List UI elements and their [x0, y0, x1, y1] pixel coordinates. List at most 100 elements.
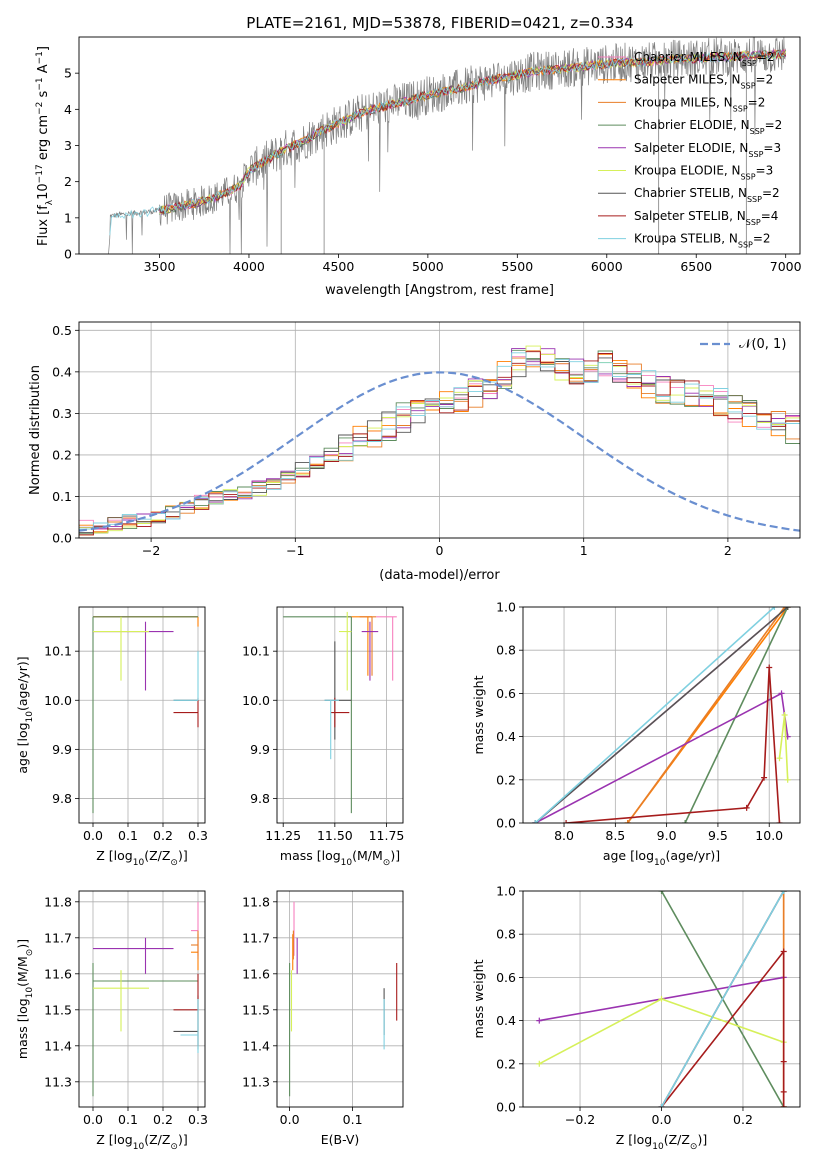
y-tick-label: 11.4 [242, 1038, 270, 1053]
y-tick-label: 0.6 [496, 970, 516, 985]
plot-area [536, 891, 787, 1107]
y-tick-label: 10.0 [44, 693, 72, 708]
massweight-vs-age-panel: 8.0 8.5 9.0 9.5 10.0 0.0 0.2 0.4 0.6 0.8 1.0 age [l… [471, 600, 801, 868]
weight-marker [780, 1058, 787, 1065]
y-tick-label: 10.1 [44, 644, 72, 659]
y-tick-label: 0.5 [52, 323, 72, 338]
y-axis-label: mass [log10(M/M⊙)] [15, 939, 35, 1059]
y-tick-label: 0.2 [496, 1056, 516, 1071]
x-axis-label: Z [log10(Z/Z⊙)] [96, 1132, 187, 1152]
weight-marker [658, 1104, 665, 1107]
legend-entry: 𝒩(0, 1) [739, 337, 786, 352]
ticks: 0.0 0.1 0.2 0.3 11.3 11.4 11.5 11.6 11.7 11.8 [44, 894, 208, 1127]
legend: 𝒩(0, 1) [700, 337, 786, 352]
axes-frame [276, 890, 404, 1108]
x-axis-label: Z [log10(Z/Z⊙)] [616, 1132, 707, 1152]
x-tick-label: 8.5 [605, 828, 625, 843]
y-tick-label: 0.1 [52, 489, 72, 504]
errorbar-point [173, 651, 199, 701]
errorbar-point [93, 616, 149, 681]
ticks: −0.2 0.0 0.2 0.0 0.2 0.4 0.6 0.8 1.0 [496, 884, 753, 1128]
x-tick-label: 0.0 [652, 1112, 672, 1127]
y-tick-label: 10.0 [242, 693, 270, 708]
weight-marker [761, 774, 768, 781]
weight-series [532, 690, 791, 823]
x-tick-label: 9.5 [708, 828, 728, 843]
y-axis-label: Normed distribution [28, 365, 43, 495]
x-tick-label: 0.2 [733, 1112, 753, 1127]
plot-area [108, 37, 787, 254]
weight-series [532, 607, 791, 823]
axes-frame [522, 890, 801, 1108]
plot-area [79, 345, 800, 538]
errorbar-point [93, 970, 149, 1032]
x-tick-label: 5500 [501, 259, 533, 274]
model-spectrum-line [159, 49, 787, 214]
ticks: 8.0 8.5 9.0 9.5 10.0 0.0 0.2 0.4 0.6 0.8 1.0 [496, 600, 783, 844]
plot-area [92, 616, 199, 814]
errorbar-point [92, 616, 198, 814]
y-tick-label: 0.8 [496, 927, 516, 942]
x-axis-label: mass [log10(M/M⊙)] [280, 848, 400, 868]
plot-area [289, 901, 398, 1097]
x-tick-label: 7000 [770, 259, 802, 274]
axes-frame [78, 321, 801, 539]
ticks: −2 −1 0 1 2 0.0 0.1 0.2 0.3 0.4 0.5 [52, 323, 732, 558]
y-tick-label: 9.8 [250, 791, 270, 806]
y-tick-label: 5 [64, 66, 72, 81]
massweight-vs-metallicity-panel: −0.2 0.0 0.2 0.0 0.2 0.4 0.6 0.8 1.0 Z [log10(Z/Z… [471, 884, 801, 1152]
errorbar-point [338, 611, 352, 691]
y-tick-label: 1.0 [496, 600, 516, 615]
weight-line [534, 607, 789, 823]
x-tick-label: 6000 [591, 259, 623, 274]
weight-series [624, 607, 788, 823]
y-tick-label: 0.0 [52, 531, 72, 546]
errorbar-point [324, 699, 339, 760]
x-tick-label: 0 [436, 543, 444, 558]
weight-series [658, 891, 787, 1107]
errorbar-point [330, 697, 350, 728]
x-tick-label: 0.1 [118, 828, 138, 843]
y-tick-label: 0.0 [496, 816, 516, 831]
residuals-panel: −2 −1 0 1 2 0.0 0.1 0.2 0.3 0.4 0.5 𝒩(0, 1) (data-mo… [28, 321, 801, 583]
x-axis-label: wavelength [Angstrom, rest frame] [325, 283, 554, 298]
errorbar-point [173, 697, 199, 728]
y-tick-label: 3 [64, 138, 72, 153]
errorbar-point [92, 963, 198, 1097]
weight-marker [536, 1017, 543, 1024]
weight-marker [780, 948, 787, 955]
x-tick-label: 4000 [233, 259, 265, 274]
grid [79, 891, 205, 1107]
axes-frame [78, 36, 801, 255]
y-tick-label: 0.0 [496, 1100, 516, 1115]
y-axis-label: mass weight [471, 959, 486, 1038]
y-tick-label: 4 [64, 102, 72, 117]
axes-frame [276, 606, 404, 824]
mass-vs-ebv-panel: 0.0 0.1 11.3 11.4 11.5 11.6 11.7 11.8 E(B-V) [242, 890, 404, 1147]
y-tick-label: 0.6 [496, 686, 516, 701]
y-axis-label: age [log10(age/yr)] [15, 656, 35, 773]
weight-series [682, 607, 791, 823]
grid [79, 607, 205, 823]
weight-marker [780, 1104, 787, 1107]
age-vs-metallicity-panel: 0.0 0.1 0.2 0.3 9.8 9.9 10.0 10.1 Z [log10(Z/Z⊙)… [15, 606, 208, 868]
ticks: 11.25 11.50 11.75 9.8 9.9 10.0 10.1 [242, 644, 404, 843]
weight-line [684, 607, 789, 823]
x-tick-label: −2 [142, 543, 160, 558]
age-vs-mass-panel: 11.25 11.50 11.75 9.8 9.9 10.0 10.1 mass [log10… [242, 606, 404, 868]
legend-entry: Kroupa STELIB, NSSP=2 [634, 232, 771, 250]
x-tick-label: 1 [580, 543, 588, 558]
errorbar-point [376, 616, 397, 681]
y-tick-label: 11.6 [44, 966, 72, 981]
x-tick-label: −1 [286, 543, 304, 558]
weight-line [626, 607, 786, 823]
weight-line [534, 607, 775, 823]
x-tick-label: 11.50 [317, 828, 353, 843]
legend: Chabrier MILES, NSSP=2 Salpeter MILES, NS… [598, 50, 782, 249]
x-axis-label: (data-model)/error [379, 568, 500, 583]
y-tick-label: 11.7 [44, 930, 72, 945]
mass-vs-metallicity-panel: 0.0 0.1 0.2 0.3 11.3 11.4 11.5 11.6 11.7 11.8 Z [l… [15, 890, 208, 1152]
y-tick-label: 11.4 [44, 1038, 72, 1053]
ticks: 3500 4000 4500 5000 5500 6000 6500 7000 0 1 2 3 4 5 [64, 66, 802, 274]
